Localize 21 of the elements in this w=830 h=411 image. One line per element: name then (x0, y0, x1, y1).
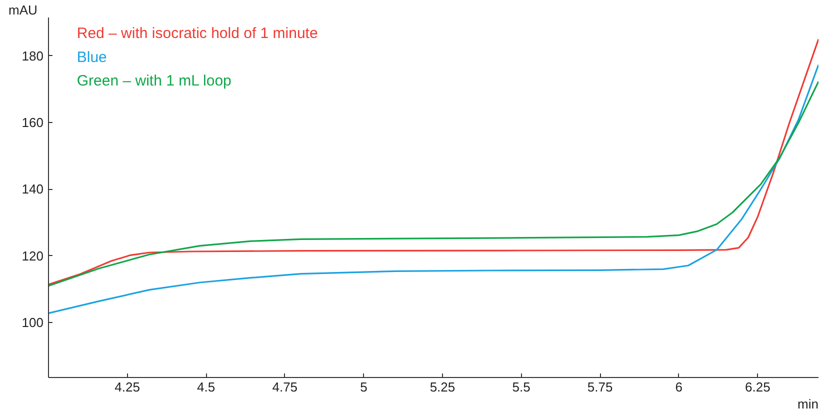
text: Blue (76, 48, 107, 66)
text: Red – with isocratic hold of 1 minute (76, 25, 318, 42)
line-series (48, 64, 818, 314)
x-tick-label: 4.25 (114, 380, 140, 394)
x-tick-label: 6 (675, 380, 682, 394)
y-tick-label: 120 (22, 248, 44, 264)
y-tick-label: 180 (22, 48, 44, 64)
y-tick-label: 100 (22, 315, 44, 330)
line-series (48, 38, 818, 286)
x-axis-title: min (798, 396, 819, 411)
x-tick-label: 4.5 (197, 380, 216, 394)
x-tick-label: 5 (360, 380, 368, 394)
y-tick-label: 160 (22, 115, 44, 130)
x-tick-label: 5.75 (587, 380, 613, 394)
x-tick-label: 4.75 (272, 380, 298, 394)
y-axis-title: mAU (8, 2, 38, 18)
x-tick-label: 5.5 (512, 380, 530, 394)
x-tick-label: 5.25 (430, 380, 456, 394)
text: Green – with 1 mL loop (76, 72, 232, 90)
x-tick-label: 6.25 (745, 380, 770, 394)
y-tick-label: 140 (22, 182, 44, 197)
